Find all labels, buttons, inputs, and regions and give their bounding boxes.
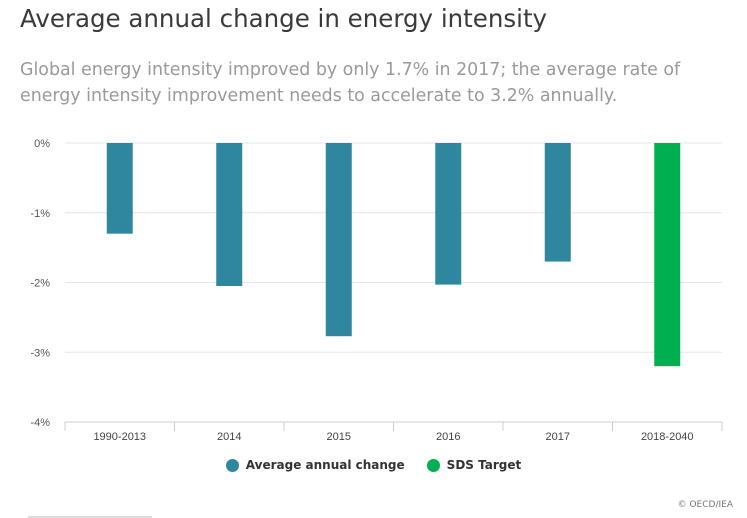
chart-subtitle: Global energy intensity improved by only…: [20, 60, 681, 106]
x-tick-label: 2016: [436, 431, 460, 443]
x-tick-label: 1990-2013: [93, 431, 146, 443]
y-tick-label: -1%: [30, 208, 50, 220]
x-tick-label: 2018-2040: [641, 431, 694, 443]
bar-1990-2013: [106, 143, 133, 234]
scroll-indicator: [28, 516, 152, 518]
bar-chart: 0% -1% -2% -3% -4% 1990-2013 2014 2015 2016 2017 2…: [30, 138, 723, 443]
bar-2014: [216, 143, 243, 286]
legend-item-average[interactable]: Average annual change: [225, 458, 405, 472]
bar-2016: [435, 143, 462, 285]
y-tick-label: -4%: [30, 417, 50, 429]
x-tick-label: 2017: [546, 431, 570, 443]
legend-swatch-average: [225, 458, 239, 472]
y-tick-label: 0%: [34, 138, 50, 150]
y-tick-label: -2%: [30, 278, 50, 290]
legend-swatch-target: [426, 458, 440, 472]
legend-item-target[interactable]: SDS Target: [426, 458, 522, 472]
y-tick-label: -3%: [30, 347, 50, 359]
x-tick-label: 2015: [327, 431, 351, 443]
bar-2017: [544, 143, 571, 262]
legend-label-target: SDS Target: [446, 458, 522, 472]
chart-legend: Average annual change SDS Target: [0, 458, 747, 472]
chart-title: Average annual change in energy intensit…: [20, 4, 548, 33]
legend-label-average: Average annual change: [245, 458, 405, 472]
x-tick-label: 2014: [217, 431, 241, 443]
credit-text: © OECD/IEA: [677, 500, 733, 510]
bar-2018-2040: [654, 143, 681, 367]
bar-2015: [325, 143, 352, 337]
